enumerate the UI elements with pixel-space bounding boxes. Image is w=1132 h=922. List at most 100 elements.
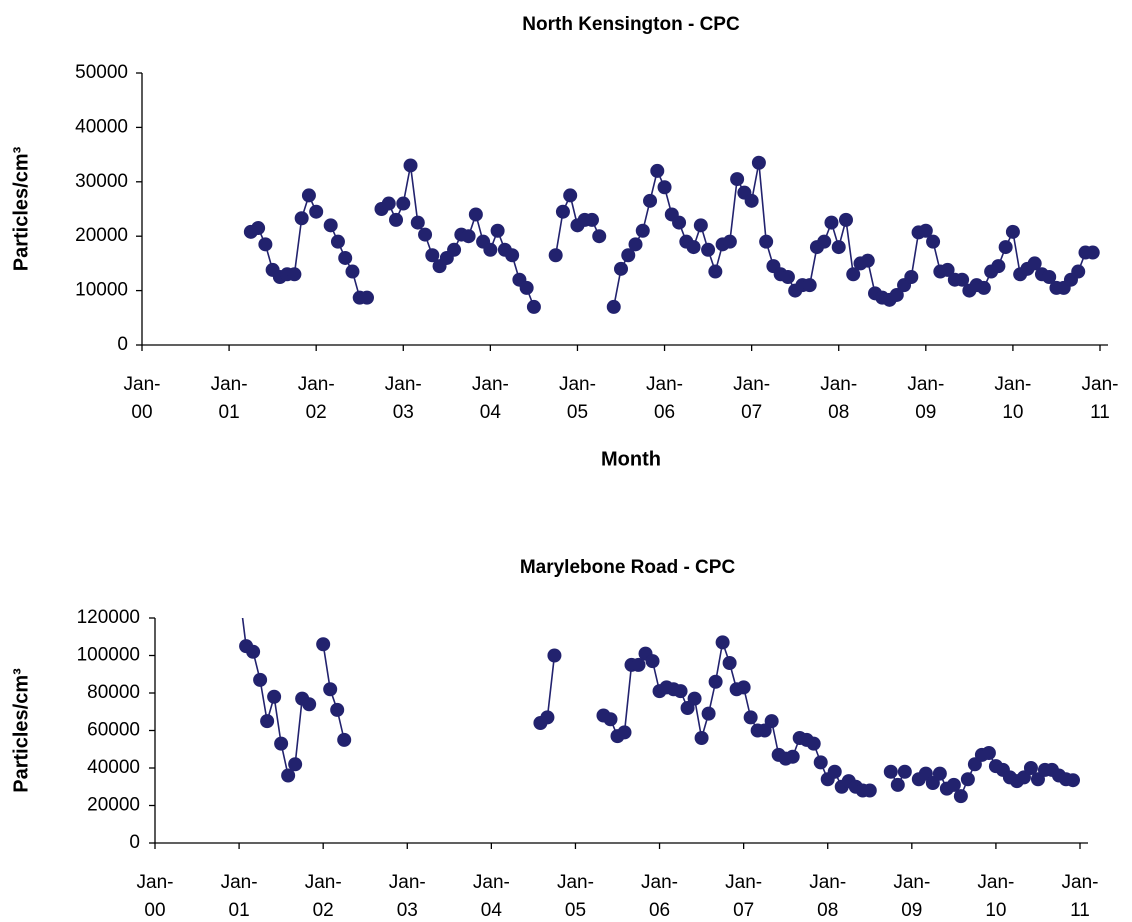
x-tick-label-line: Jan-: [809, 872, 846, 893]
data-point: [526, 299, 541, 314]
x-tick-label: Jan- 00: [124, 374, 161, 423]
data-point: [1085, 245, 1100, 260]
x-tick-label-line: Jan-: [641, 872, 678, 893]
data-point: [708, 264, 723, 279]
data-point: [673, 684, 688, 699]
x-tick-label-line: Jan-: [994, 374, 1031, 395]
data-point: [715, 635, 730, 650]
data-point: [722, 656, 737, 670]
data-point: [330, 702, 345, 717]
x-tick-label-line: Jan-: [124, 374, 161, 395]
x-tick-label-line: 09: [901, 900, 922, 921]
x-tick-label-line: 06: [649, 900, 670, 921]
data-point: [338, 250, 353, 265]
data-point: [960, 772, 975, 787]
x-tick-label-line: 06: [654, 402, 675, 423]
x-tick-label: Jan- 02: [298, 374, 335, 423]
data-point: [650, 163, 665, 178]
x-tick-label: Jan- 00: [137, 872, 174, 921]
data-point: [274, 736, 289, 751]
data-point: [751, 155, 766, 170]
x-tick-label-line: 00: [144, 900, 165, 921]
x-tick-label-line: 10: [985, 900, 1006, 921]
x-tick-label: Jan- 04: [473, 872, 510, 921]
x-tick-label: Jan- 09: [893, 872, 930, 921]
data-point: [425, 248, 440, 263]
chart-title: Marylebone Road - CPC: [520, 557, 736, 578]
data-point: [447, 242, 462, 257]
x-tick-label-line: Jan-: [977, 872, 1014, 893]
data-point: [1023, 761, 1038, 775]
x-tick-label-line: 01: [219, 402, 240, 423]
x-tick-label-line: Jan-: [820, 374, 857, 395]
data-point: [301, 188, 316, 203]
x-tick-label-line: Jan-: [298, 374, 335, 395]
data-point: [862, 783, 877, 798]
data-point: [548, 248, 563, 263]
x-tick-label-line: Jan-: [559, 374, 596, 395]
data-point: [694, 731, 709, 745]
data-point: [736, 680, 751, 695]
data-point: [743, 710, 758, 725]
y-axis-label: Particles/cm³: [10, 668, 32, 793]
data-point: [251, 221, 266, 236]
x-tick-label-line: 00: [131, 402, 152, 423]
data-point: [403, 158, 418, 173]
x-tick-label: Jan- 01: [211, 374, 248, 423]
data-point: [686, 240, 701, 255]
data-point: [846, 267, 861, 282]
data-point: [410, 215, 425, 230]
data-point: [540, 710, 555, 725]
x-tick-label: Jan- 03: [385, 374, 422, 423]
data-point: [831, 240, 846, 255]
x-tick-label: Jan- 02: [305, 872, 342, 921]
data-point: [946, 777, 961, 792]
x-tick-label: Jan- 09: [907, 374, 944, 423]
y-tick-label: 40000: [75, 116, 128, 137]
data-point: [883, 764, 898, 779]
y-tick-label: 50000: [75, 62, 128, 83]
data-point: [722, 234, 737, 249]
data-point: [744, 193, 759, 208]
x-tick-label: Jan- 08: [809, 872, 846, 921]
y-tick-label: 20000: [87, 795, 140, 816]
x-axis-label: Month: [601, 448, 661, 470]
data-point: [701, 706, 716, 721]
data-point: [940, 262, 955, 277]
data-point: [708, 674, 723, 689]
data-point: [555, 204, 570, 219]
x-tick-label: Jan- 06: [646, 374, 683, 423]
data-point: [309, 204, 324, 219]
x-tick-label-line: Jan-: [646, 374, 683, 395]
data-point: [337, 732, 352, 747]
x-tick-label: Jan- 06: [641, 872, 678, 921]
x-tick-label-line: Jan-: [137, 872, 174, 893]
x-tick-label: Jan- 10: [977, 872, 1014, 921]
x-tick-label-line: 02: [306, 402, 327, 423]
data-point: [617, 725, 632, 740]
y-axis-label: Particles/cm³: [10, 146, 32, 271]
data-point: [461, 229, 476, 244]
data-point: [606, 299, 621, 314]
x-tick-label-line: Jan-: [211, 374, 248, 395]
data-point: [918, 223, 933, 238]
data-point: [505, 248, 520, 263]
y-tick-label: 60000: [87, 720, 140, 741]
data-point: [764, 714, 779, 729]
x-tick-label: Jan- 07: [725, 872, 762, 921]
data-point: [323, 682, 338, 697]
data-point: [890, 777, 905, 792]
data-point: [904, 270, 919, 284]
x-tick-label-line: Jan-: [1062, 872, 1099, 893]
data-point: [621, 248, 636, 263]
data-point: [827, 764, 842, 779]
data-point: [258, 237, 273, 252]
data-point: [955, 272, 970, 287]
data-point: [418, 227, 433, 242]
x-tick-label-line: Jan-: [1082, 374, 1119, 395]
data-point: [603, 712, 618, 727]
data-point: [785, 749, 800, 764]
data-point: [897, 764, 912, 779]
data-point: [1042, 270, 1057, 284]
